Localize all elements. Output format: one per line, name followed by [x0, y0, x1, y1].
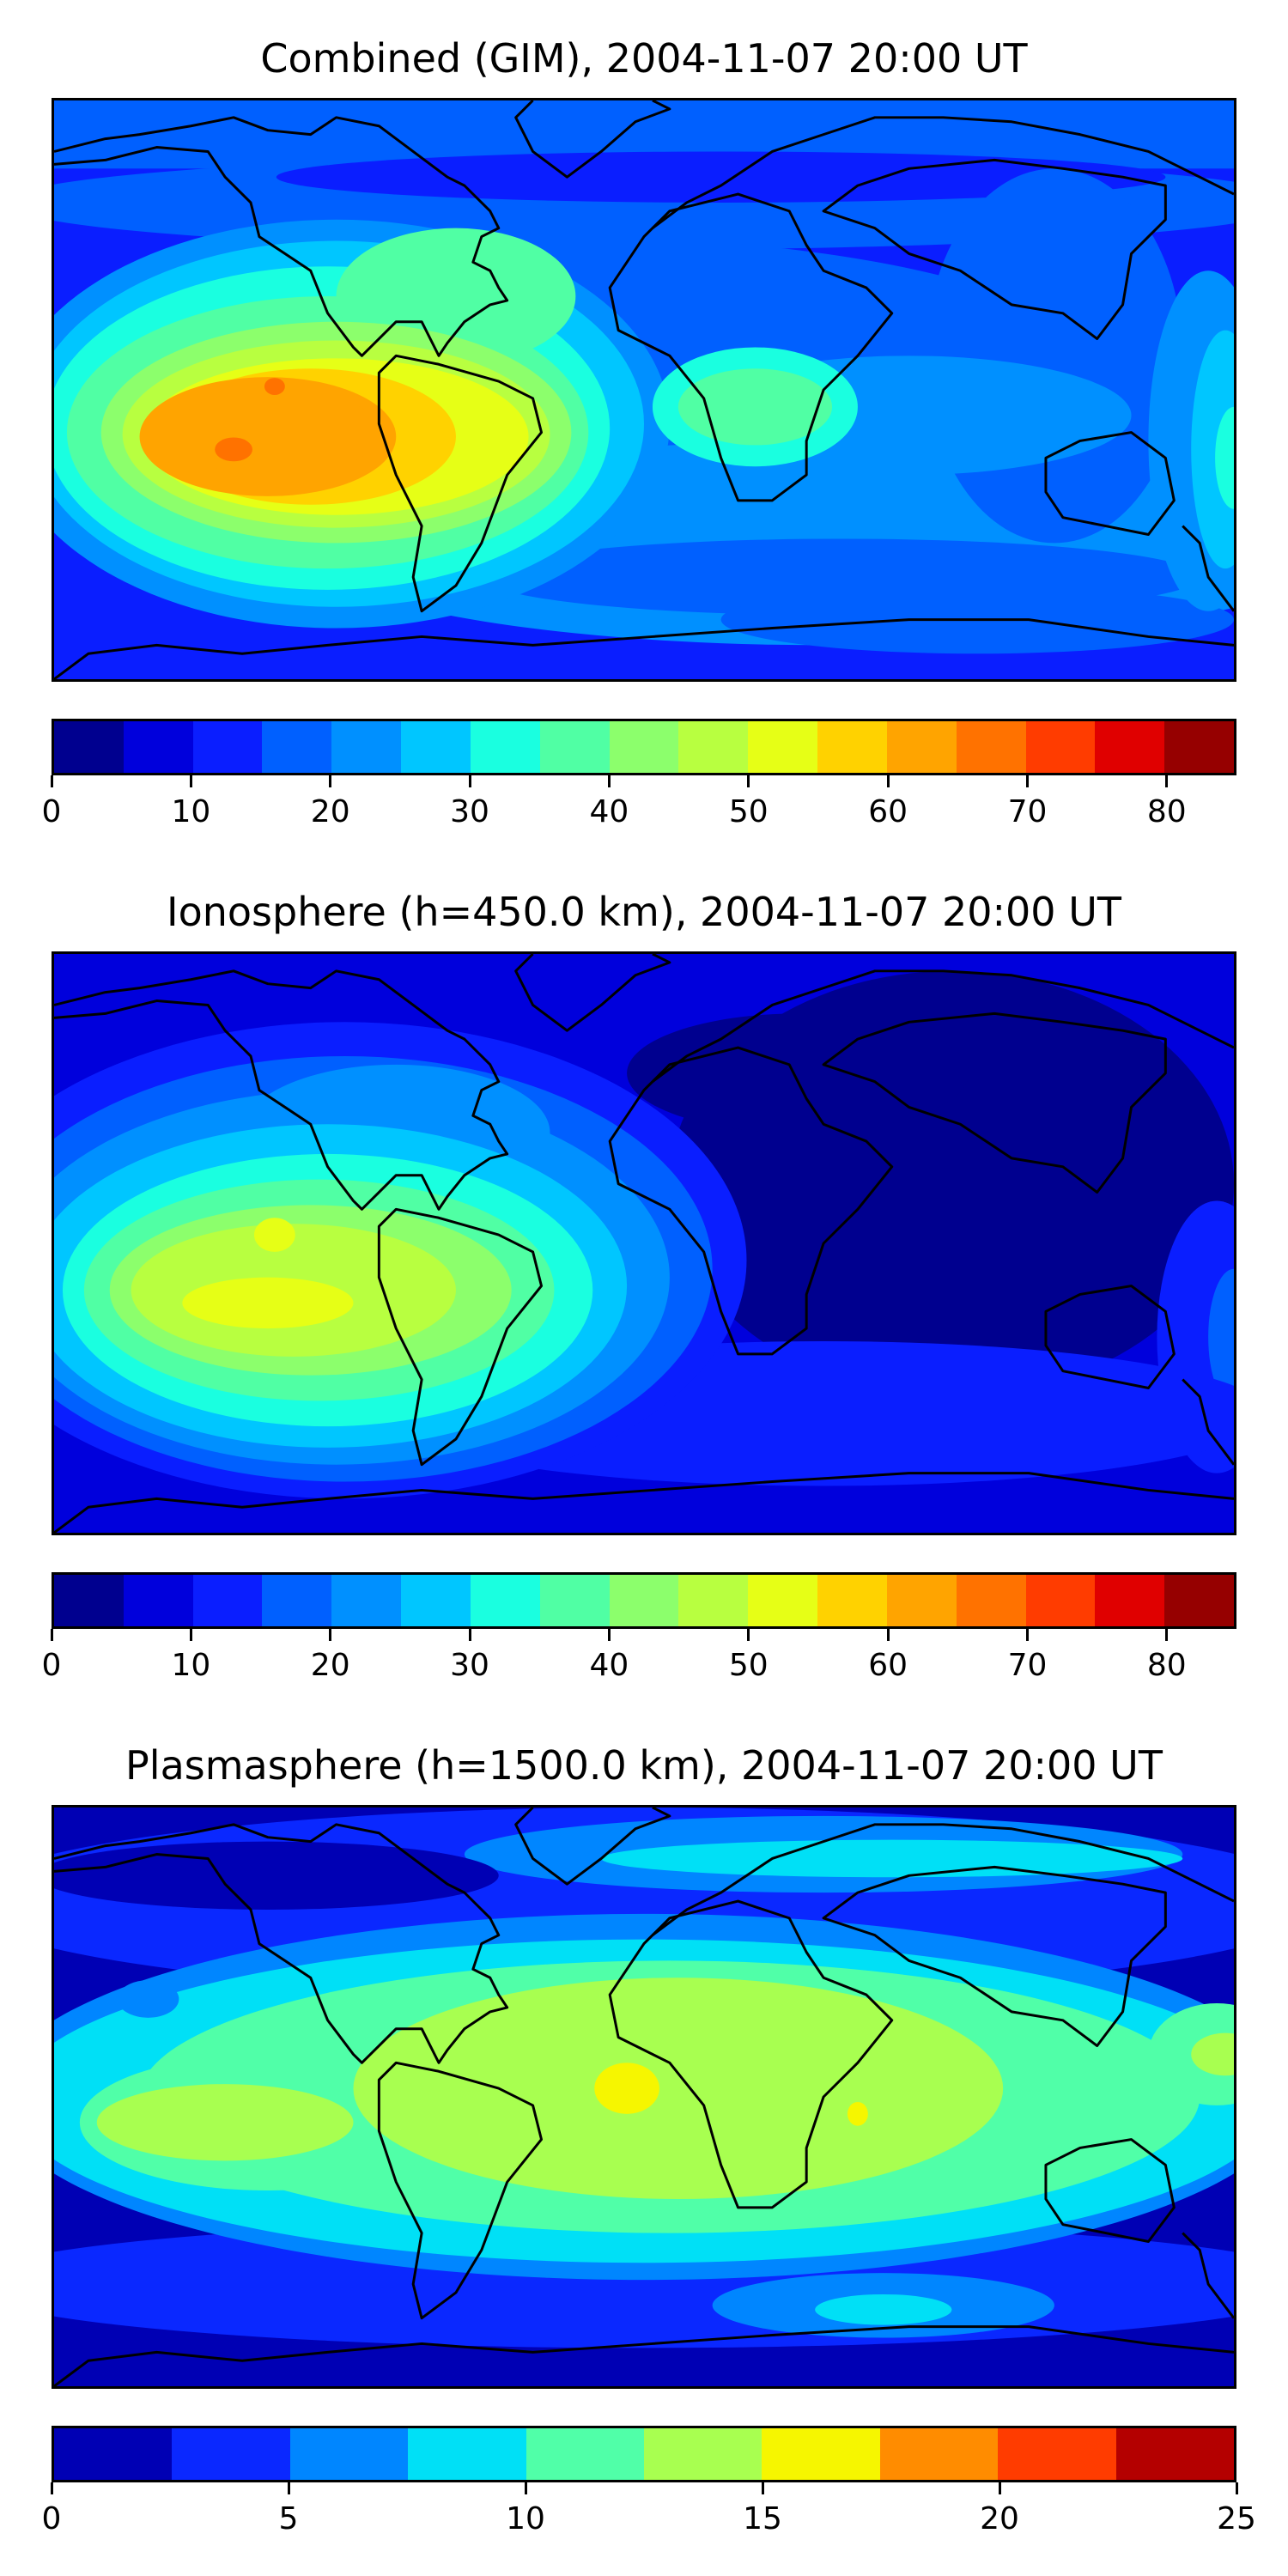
- colorbar-tick-label: 20: [310, 1648, 350, 1683]
- colorbar-swatch: [762, 2428, 880, 2480]
- map-plasmasphere: [52, 1805, 1236, 2389]
- colorbar-swatch: [644, 2428, 762, 2480]
- tec-map: [54, 1807, 1234, 2386]
- colorbar-swatch: [539, 1575, 610, 1626]
- panel-combined: Combined (GIM), 2004-11-07 20:00 UT: [0, 0, 1288, 859]
- colorbar-swatch: [539, 721, 610, 773]
- tec-map: [54, 100, 1234, 679]
- colorbar-swatch: [886, 1575, 957, 1626]
- colorbar-ticks: 0 5 10 15 20 25: [42, 2482, 1256, 2543]
- panel-title: Plasmasphere (h=1500.0 km), 2004-11-07 2…: [125, 1742, 1163, 1789]
- colorbar-swatch: [817, 1575, 887, 1626]
- colorbar-swatch: [1025, 1575, 1096, 1626]
- map-ionosphere: [52, 951, 1236, 1535]
- colorbar-swatch: [408, 2428, 526, 2480]
- colorbar-swatch: [678, 1575, 749, 1626]
- colorbar-swatch: [289, 2428, 409, 2480]
- colorbar-swatch: [123, 721, 193, 773]
- colorbar-swatch: [886, 721, 957, 773]
- colorbar-swatch: [1164, 1575, 1235, 1626]
- map-combined: [52, 98, 1236, 682]
- colorbar: [52, 1572, 1236, 1629]
- colorbar-swatch: [956, 721, 1026, 773]
- colorbar-tick-label: 30: [450, 1648, 489, 1683]
- colorbar-tick-label: 70: [1007, 794, 1048, 829]
- colorbar: [52, 2426, 1236, 2482]
- colorbar-tick-label: 40: [589, 794, 629, 829]
- colorbar-tick-label: 10: [171, 1648, 211, 1683]
- colorbar-tick-label: 20: [310, 794, 350, 829]
- colorbar-tick-label: 60: [868, 1648, 908, 1683]
- colorbar-swatch: [123, 1575, 193, 1626]
- colorbar-swatch: [1095, 721, 1165, 773]
- panel-title: Combined (GIM), 2004-11-07 20:00 UT: [260, 35, 1028, 82]
- colorbar-tick-label: 10: [171, 794, 211, 829]
- colorbar-swatch: [192, 1575, 263, 1626]
- tec-map: [54, 954, 1234, 1533]
- colorbar-swatch: [262, 721, 332, 773]
- colorbar-tick-label: 20: [980, 2501, 1019, 2537]
- colorbar-tick-label: 70: [1007, 1648, 1048, 1683]
- colorbar-swatch: [879, 2428, 999, 2480]
- colorbar-tick-label: 25: [1217, 2501, 1256, 2537]
- panel-title: Ionosphere (h=450.0 km), 2004-11-07 20:0…: [167, 889, 1121, 935]
- colorbar-swatch: [956, 1575, 1026, 1626]
- colorbar-swatch: [1095, 1575, 1165, 1626]
- colorbar-tick-label: 15: [743, 2501, 782, 2537]
- colorbar-tick-label: 0: [41, 1648, 62, 1683]
- colorbar-tick-label: 5: [278, 2501, 299, 2537]
- colorbar-swatch: [54, 721, 124, 773]
- colorbar: [52, 719, 1236, 775]
- colorbar-swatch: [54, 2428, 173, 2480]
- colorbar-ticks: 0 10 20 30 40 50 60 70 80: [42, 1629, 1236, 1689]
- colorbar-tick-label: 0: [41, 794, 62, 829]
- colorbar-tick-label: 60: [868, 794, 908, 829]
- colorbar-swatch: [262, 1575, 332, 1626]
- colorbar-tick-label: 40: [589, 1648, 629, 1683]
- colorbar-swatch: [1164, 721, 1235, 773]
- panel-plasmasphere: Plasmasphere (h=1500.0 km), 2004-11-07 2…: [0, 1707, 1288, 2566]
- colorbar-tick-label: 80: [1146, 1648, 1187, 1683]
- colorbar-ticks: 0 10 20 30 40 50 60 70 80: [42, 775, 1236, 835]
- colorbar-swatch: [172, 2428, 290, 2480]
- colorbar-swatch: [609, 1575, 679, 1626]
- colorbar-swatch: [331, 1575, 402, 1626]
- colorbar-swatch: [748, 721, 818, 773]
- colorbar-tick-label: 0: [41, 2501, 62, 2537]
- colorbar-swatch: [998, 2428, 1116, 2480]
- colorbar-swatch: [526, 2428, 645, 2480]
- colorbar-swatch: [1115, 2428, 1235, 2480]
- colorbar-swatch: [401, 721, 471, 773]
- panel-ionosphere: Ionosphere (h=450.0 km), 2004-11-07 20:0…: [0, 854, 1288, 1712]
- colorbar-tick-label: 10: [506, 2501, 545, 2537]
- colorbar-swatch: [192, 721, 263, 773]
- colorbar-tick-label: 80: [1146, 794, 1187, 829]
- colorbar-swatch: [748, 1575, 818, 1626]
- colorbar-swatch: [54, 1575, 124, 1626]
- colorbar-swatch: [470, 1575, 540, 1626]
- colorbar-swatch: [470, 721, 540, 773]
- colorbar-swatch: [401, 1575, 471, 1626]
- colorbar-swatch: [609, 721, 679, 773]
- colorbar-swatch: [1025, 721, 1096, 773]
- colorbar-tick-label: 30: [450, 794, 489, 829]
- colorbar-swatch: [331, 721, 402, 773]
- colorbar-swatch: [817, 721, 887, 773]
- colorbar-swatch: [678, 721, 749, 773]
- colorbar-tick-label: 50: [728, 1648, 769, 1683]
- colorbar-tick-label: 50: [728, 794, 769, 829]
